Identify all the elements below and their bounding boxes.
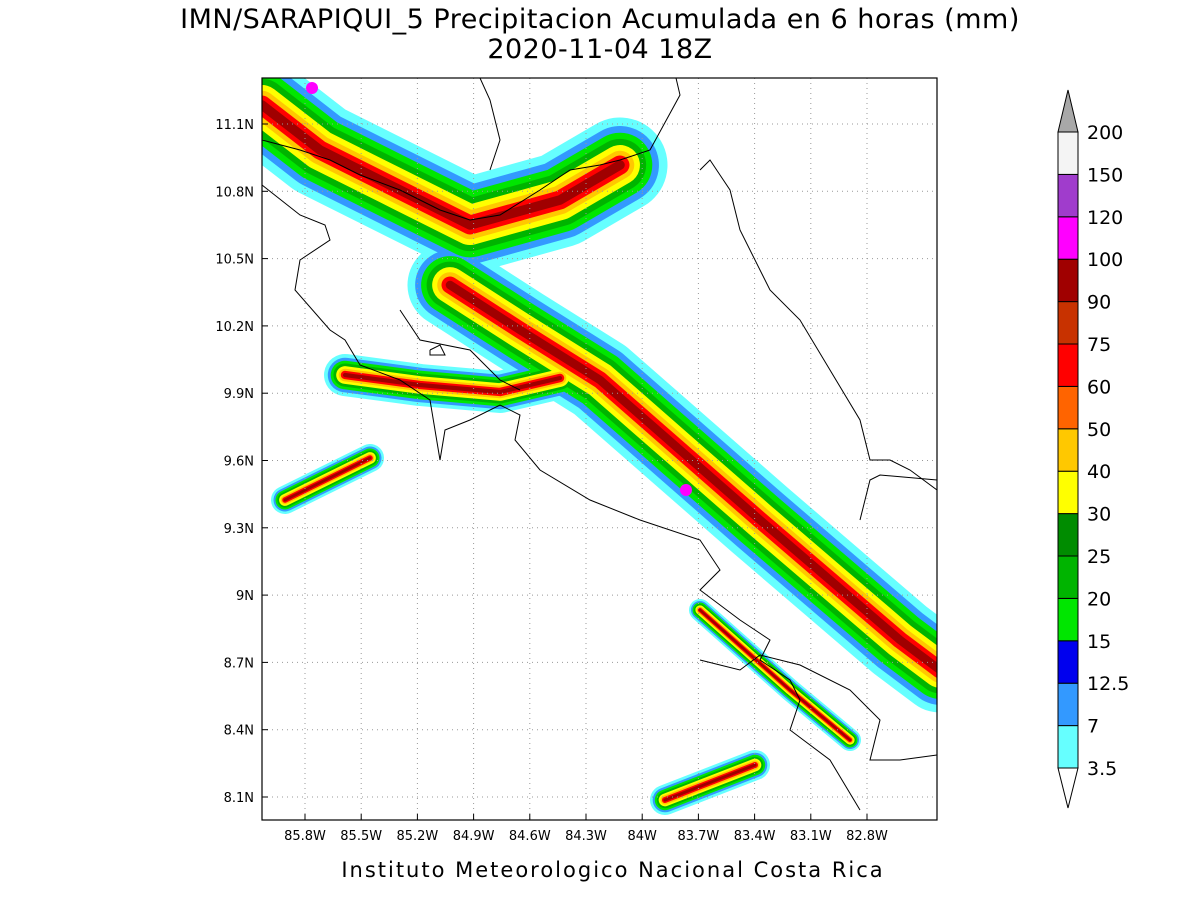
colorbar-label: 90 bbox=[1087, 292, 1111, 314]
lon-tick-label: 84.3W bbox=[565, 829, 607, 844]
colorbar-box bbox=[1057, 513, 1079, 557]
precip-field bbox=[262, 78, 937, 815]
colorbar-box bbox=[1057, 258, 1079, 303]
colorbar-label: 120 bbox=[1087, 207, 1123, 229]
colorbar-label: 20 bbox=[1087, 588, 1111, 610]
lat-tick-label: 8.4N bbox=[224, 724, 254, 739]
colorbar-label: 150 bbox=[1087, 164, 1123, 186]
lat-tick-label: 10.5N bbox=[215, 253, 254, 268]
coastlines bbox=[262, 78, 937, 811]
precip-contour bbox=[342, 372, 563, 395]
lat-tick-label: 10.8N bbox=[215, 185, 254, 200]
lon-tick-label: 85.5W bbox=[340, 829, 382, 844]
colorbar-box bbox=[1057, 470, 1079, 515]
precip-contour bbox=[663, 763, 757, 802]
map-frame bbox=[261, 77, 938, 821]
colorbar-box bbox=[1057, 216, 1079, 260]
colorbar-under bbox=[1057, 767, 1079, 809]
colorbar-box bbox=[1057, 555, 1079, 599]
colorbar-box bbox=[1057, 131, 1079, 175]
colorbar-box bbox=[1057, 301, 1079, 345]
precip-contour bbox=[445, 280, 937, 674]
colorbar-label: 75 bbox=[1087, 334, 1111, 356]
lon-tick-label: 85.8W bbox=[284, 829, 326, 844]
lon-tick-label: 85.2W bbox=[396, 829, 438, 844]
lon-tick-label: 83.1W bbox=[790, 829, 832, 844]
lat-tick-label: 10.2N bbox=[215, 320, 254, 335]
colorbar-box bbox=[1057, 173, 1079, 218]
lat-tick-label: 8.1N bbox=[224, 791, 254, 806]
colorbar-label: 50 bbox=[1087, 419, 1111, 441]
lat-tick-label: 9N bbox=[236, 589, 254, 604]
precip-contour bbox=[698, 608, 852, 742]
colorbar-box bbox=[1057, 725, 1079, 769]
colorbar-box bbox=[1057, 640, 1079, 684]
lat-tick-label: 9.6N bbox=[224, 455, 254, 470]
colorbar-label: 25 bbox=[1087, 546, 1111, 568]
subtitle: 2020-11-04 18Z bbox=[487, 34, 712, 65]
precip-contour bbox=[283, 456, 372, 502]
precip-max bbox=[306, 82, 318, 94]
colorbar-label: 15 bbox=[1087, 631, 1111, 653]
title: IMN/SARAPIQUI_5 Precipitacion Acumulada … bbox=[180, 4, 1020, 35]
colorbar: 3.5 7 12.5 15 20 25 30 40 50 60 75 90 100 120 150 200 bbox=[1057, 89, 1129, 809]
colorbar-box bbox=[1057, 597, 1079, 642]
lon-tick-label: 83.4W bbox=[734, 829, 776, 844]
lat-tick-label: 8.7N bbox=[224, 656, 254, 671]
colorbar-label: 3.5 bbox=[1087, 758, 1117, 780]
colorbar-label: 60 bbox=[1087, 376, 1111, 398]
colorbar-box bbox=[1057, 428, 1079, 472]
precip-max bbox=[680, 484, 692, 496]
colorbar-label: 30 bbox=[1087, 504, 1111, 526]
colorbar-box bbox=[1057, 682, 1079, 727]
colorbar-box bbox=[1057, 385, 1079, 430]
lon-tick-label: 84.6W bbox=[509, 829, 551, 844]
colorbar-label: 200 bbox=[1087, 122, 1123, 144]
colorbar-label: 12.5 bbox=[1087, 673, 1129, 695]
colorbar-label: 40 bbox=[1087, 461, 1111, 483]
colorbar-label: 100 bbox=[1087, 249, 1123, 271]
lon-tick-label: 84W bbox=[627, 829, 657, 844]
colorbar-box bbox=[1057, 343, 1079, 387]
lat-tick-label: 9.3N bbox=[224, 522, 254, 537]
colorbar-over bbox=[1057, 89, 1079, 133]
colorbar-label: 7 bbox=[1087, 716, 1099, 738]
footer: Instituto Meteorologico Nacional Costa R… bbox=[341, 858, 884, 882]
lon-tick-label: 84.9W bbox=[453, 829, 495, 844]
lon-tick-label: 83.7W bbox=[677, 829, 719, 844]
lon-tick-label: 82.8W bbox=[846, 829, 888, 844]
lat-tick-label: 11.1N bbox=[215, 118, 254, 133]
lat-tick-label: 9.9N bbox=[224, 387, 254, 402]
